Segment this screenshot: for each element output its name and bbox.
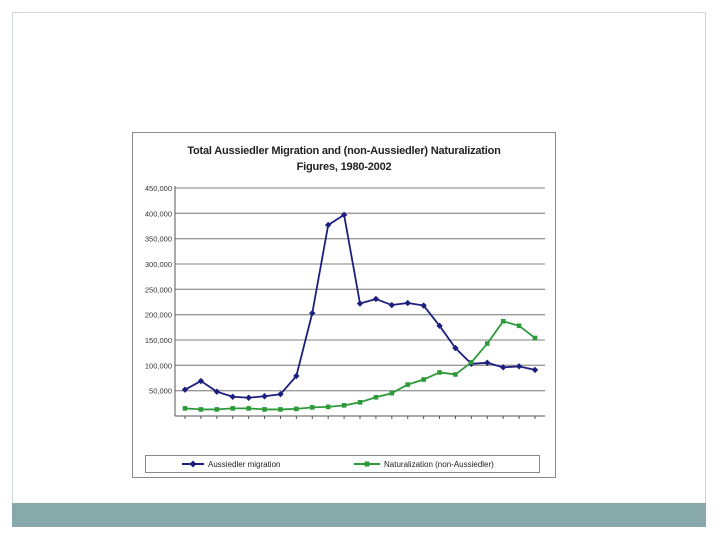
series-1-point-1991 [356,300,364,307]
series-1-point-1999 [484,359,491,366]
legend-label-aussiedler: Aussiedler migration [208,459,281,469]
series-2-point-1996 [437,370,442,375]
series-2-point-1997 [453,372,458,377]
series-2-point-2001 [516,323,522,329]
legend-swatch-naturalization [354,461,380,467]
slide-footer-band [12,503,706,527]
y-tick-label-50000: 50,000 [149,387,172,396]
chart-title-line-1: Total Aussiedler Migration and (non-Auss… [187,145,501,157]
series-1-point-1988 [309,309,316,317]
series-2-point-1984 [246,406,251,411]
chart-legend: Aussiedler migration Naturalization (non… [145,455,540,473]
series-2-point-1992 [373,394,379,400]
series-1-point-1984 [245,394,252,401]
y-tick-label-250000: 250,000 [145,285,172,294]
y-tick-label-200000: 200,000 [145,311,172,320]
series-1-point-1980 [181,386,189,393]
series-1-point-1994 [404,299,411,307]
series-2-point-1994 [405,382,411,387]
series-1-point-1992 [372,295,380,303]
series-1-point-2002 [531,366,539,374]
series-2-point-1980 [182,406,188,411]
series-1-point-1996 [436,322,443,330]
y-tick-label-100000: 100,000 [145,361,172,370]
series-2-point-1998 [469,359,474,365]
y-tick-label-300000: 300,000 [145,260,172,269]
chart-title: Total Aussiedler Migration and (non-Auss… [133,143,555,175]
series-2-point-1995 [421,377,426,382]
series-2-point-1989 [325,404,331,410]
series-1-point-1981 [197,377,205,385]
y-tick-label-350000: 350,000 [145,235,172,244]
chart-title-line-2: Figures, 1980-2002 [296,161,392,173]
legend-item-aussiedler: Aussiedler migration [182,459,280,469]
series-1-point-1985 [261,393,268,400]
series-1-point-1989 [324,221,332,229]
series-1-point-1982 [213,388,221,395]
series-1-point-2000 [499,364,507,371]
series-2-point-1986 [278,407,283,412]
y-tick-label-450000: 450,000 [145,184,172,193]
legend-label-naturalization: Naturalization (non-Aussiedler) [384,459,494,469]
series-2-point-1987 [294,406,299,412]
series-1-point-1987 [293,372,300,380]
series-2-point-1990 [341,403,347,408]
series-1-point-1986 [277,391,284,398]
series-2-point-2000 [500,318,506,324]
series-1-point-2001 [515,363,523,370]
series-2-point-2002 [532,335,538,341]
series-2-point-1999 [484,341,490,346]
y-tick-label-400000: 400,000 [145,209,172,218]
series-2-point-1981 [198,407,204,412]
series-2-point-1991 [357,400,363,405]
series-2-point-1988 [309,405,315,410]
legend-swatch-aussiedler [182,460,204,468]
series-1-point-1997 [452,344,459,352]
series-2-point-1982 [214,407,220,412]
chart-container: Total Aussiedler Migration and (non-Auss… [132,132,556,478]
series-1-point-1995 [420,302,427,309]
chart-plot: 50,000 100,000 150,000 200,000 250,000 300,00… [145,184,545,419]
series-2-point-1985 [262,407,267,412]
y-tick-label-150000: 150,000 [145,336,172,345]
series-1-point-1983 [229,393,236,400]
series-2-point-1983 [230,406,236,411]
series-1-point-1993 [388,301,396,309]
series-2-point-1993 [389,390,395,396]
legend-item-naturalization: Naturalization (non-Aussiedler) [354,459,494,469]
